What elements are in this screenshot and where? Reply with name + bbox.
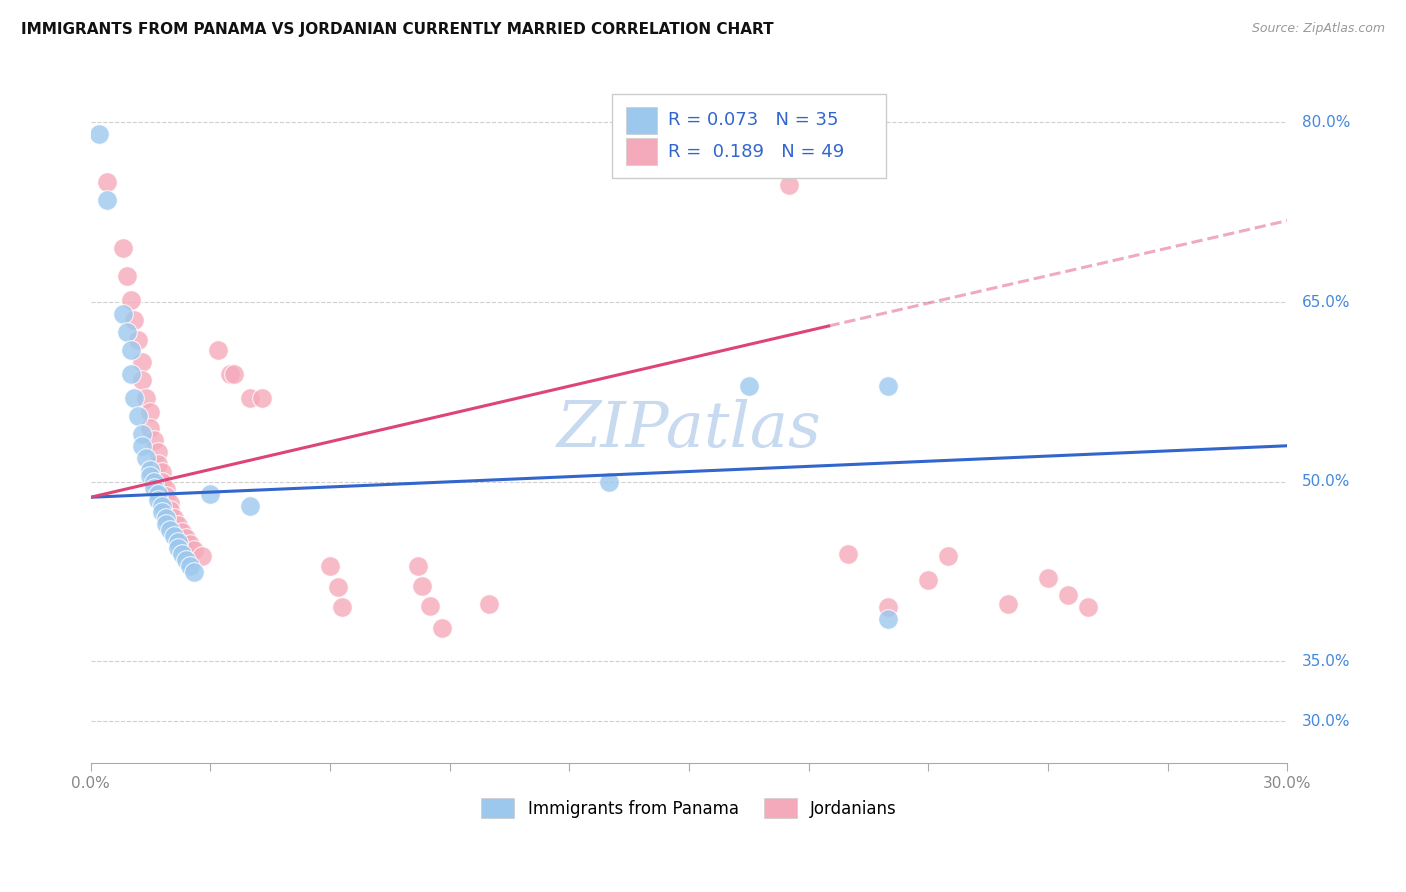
Text: Source: ZipAtlas.com: Source: ZipAtlas.com [1251,22,1385,36]
Point [167,534,190,549]
Point [163,528,186,542]
Point [738,379,761,393]
Point [191,549,214,563]
Point [1057,589,1080,603]
Point [167,541,190,555]
Point [159,496,181,510]
Point [120,343,142,357]
Point [319,558,342,573]
Point [239,499,262,513]
Point [155,482,177,496]
Point [143,481,166,495]
Point [430,621,453,635]
Point [598,475,620,489]
Point [326,580,349,594]
Text: IMMIGRANTS FROM PANAMA VS JORDANIAN CURRENTLY MARRIED CORRELATION CHART: IMMIGRANTS FROM PANAMA VS JORDANIAN CURR… [21,22,773,37]
Point [219,367,242,381]
Legend: Immigrants from Panama, Jordanians: Immigrants from Panama, Jordanians [474,792,904,824]
Point [163,510,186,524]
Point [159,523,181,537]
Point [115,325,138,339]
Point [155,516,177,531]
Point [152,465,174,479]
Point [997,597,1019,611]
Point [139,405,162,419]
Point [131,355,153,369]
Point [419,599,441,614]
Point [152,505,174,519]
Point [478,597,501,611]
Point [139,421,162,435]
Point [148,492,170,507]
Point [406,558,429,573]
Point [172,524,194,539]
Point [148,444,170,458]
Point [120,293,142,307]
Point [124,313,146,327]
Point [877,379,900,393]
Point [250,391,273,405]
Point [183,543,205,558]
Point [1036,570,1059,584]
Point [115,268,138,283]
Text: 65.0%: 65.0% [1302,294,1350,310]
Point [155,489,177,503]
Point [877,600,900,615]
Text: ZIPatlas: ZIPatlas [557,399,821,460]
Point [155,510,177,524]
Text: 30.0%: 30.0% [1302,714,1350,729]
Point [179,537,201,551]
Point [120,367,142,381]
Point [172,547,194,561]
Point [135,391,157,405]
Point [837,547,859,561]
Text: R =  0.189   N = 49: R = 0.189 N = 49 [668,143,844,161]
Point [152,475,174,489]
Point [239,391,262,405]
Point [96,194,118,208]
Point [139,463,162,477]
Point [936,549,959,563]
Point [778,178,800,192]
Point [411,579,433,593]
Point [96,175,118,189]
Point [330,600,353,615]
Point [877,612,900,626]
Text: 80.0%: 80.0% [1302,115,1350,130]
Point [917,573,939,587]
Point [152,499,174,513]
Point [179,558,201,573]
Text: 35.0%: 35.0% [1302,654,1350,669]
Point [148,486,170,500]
Point [159,503,181,517]
Point [87,128,110,142]
Point [167,517,190,532]
Text: R = 0.073   N = 35: R = 0.073 N = 35 [668,112,838,129]
Point [176,552,198,566]
Point [131,426,153,441]
Point [124,391,146,405]
Point [131,373,153,387]
Point [127,409,149,423]
Point [131,439,153,453]
Point [143,475,166,489]
Point [183,565,205,579]
Text: 50.0%: 50.0% [1302,475,1350,489]
Point [135,450,157,465]
Point [224,367,246,381]
Point [148,457,170,471]
Point [127,334,149,348]
Point [143,433,166,447]
Point [200,486,222,500]
Point [111,307,134,321]
Point [139,468,162,483]
Point [1077,600,1099,615]
Point [207,343,229,357]
Point [111,241,134,255]
Point [176,531,198,545]
